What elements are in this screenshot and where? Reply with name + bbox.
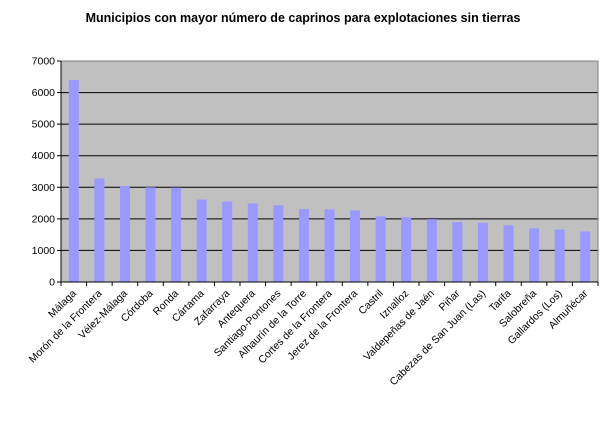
bar [529, 228, 540, 282]
y-tick-label: 4000 [32, 150, 56, 162]
bar [171, 187, 182, 282]
bar [580, 231, 591, 282]
y-tick-label: 3000 [32, 182, 56, 194]
bar [196, 199, 207, 282]
bar [247, 203, 258, 282]
bar [375, 216, 386, 282]
y-tick-label: 7000 [32, 56, 56, 68]
chart-title: Municipios con mayor número de caprinos … [85, 11, 521, 25]
y-tick-label: 6000 [32, 87, 56, 99]
bar [324, 209, 335, 282]
bar [350, 210, 361, 282]
bar [426, 219, 437, 282]
bar [145, 187, 156, 282]
bar [222, 201, 233, 282]
bar [94, 178, 105, 282]
bar [554, 229, 565, 282]
bar [298, 209, 309, 282]
bar [119, 186, 130, 282]
y-tick-label: 0 [49, 277, 55, 289]
y-tick-label: 2000 [32, 213, 56, 225]
bar [68, 79, 79, 282]
y-tick-label: 1000 [32, 245, 56, 257]
bar [452, 222, 463, 282]
bar [477, 222, 488, 282]
y-tick-label: 5000 [32, 119, 56, 131]
bar [503, 225, 514, 282]
bar [401, 217, 412, 282]
bar [273, 205, 284, 282]
